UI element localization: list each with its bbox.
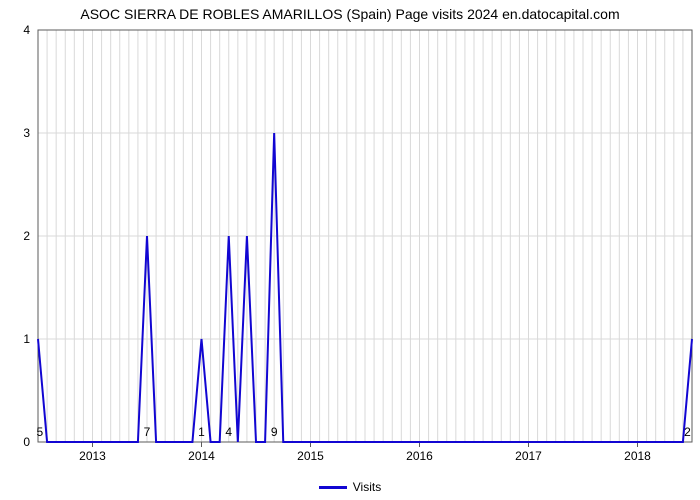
svg-text:2015: 2015 <box>297 449 324 463</box>
data-label: 1 <box>198 425 205 439</box>
svg-text:1: 1 <box>23 332 30 346</box>
data-label: 4 <box>225 425 232 439</box>
data-label: 2 <box>684 425 691 439</box>
svg-text:2014: 2014 <box>188 449 215 463</box>
svg-text:3: 3 <box>23 126 30 140</box>
svg-text:2: 2 <box>23 229 30 243</box>
svg-text:2016: 2016 <box>406 449 433 463</box>
svg-text:2017: 2017 <box>515 449 542 463</box>
line-chart: 0 1 2 3 4 2013 2014 2015 2016 2017 2018 5 7 1 4 9 2 <box>0 0 700 500</box>
legend: Visits <box>0 480 700 494</box>
data-label: 9 <box>271 425 278 439</box>
legend-label: Visits <box>353 480 381 494</box>
data-label: 7 <box>144 425 151 439</box>
svg-text:0: 0 <box>23 435 30 449</box>
svg-text:2018: 2018 <box>624 449 651 463</box>
legend-swatch <box>319 486 347 489</box>
svg-text:2013: 2013 <box>79 449 106 463</box>
data-label: 5 <box>36 425 43 439</box>
svg-text:4: 4 <box>23 23 30 37</box>
